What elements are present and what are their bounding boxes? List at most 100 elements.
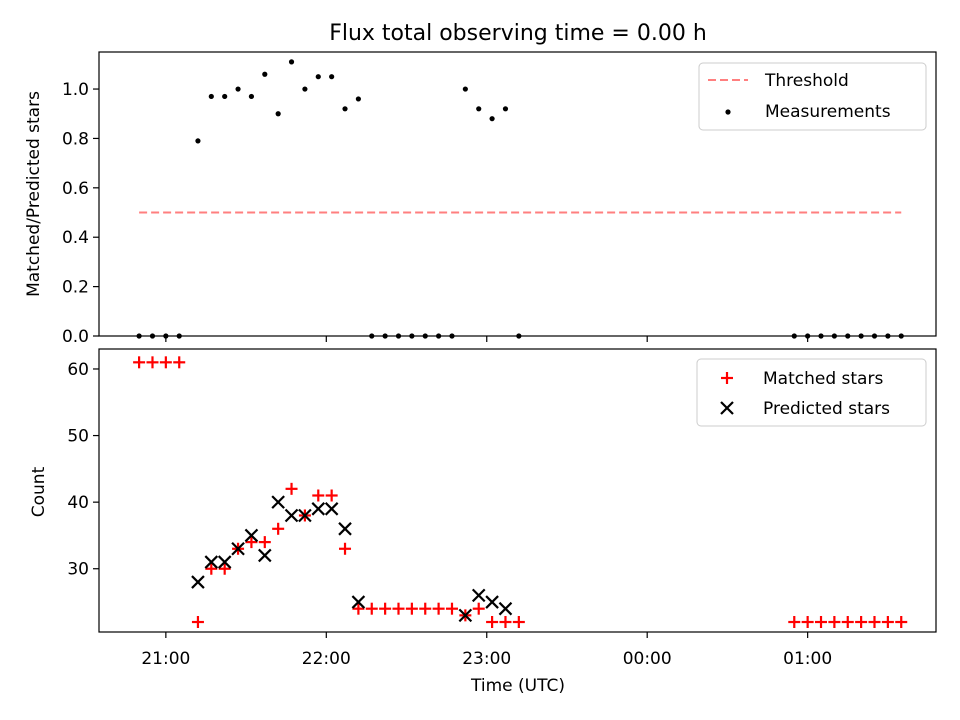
matched-point [881, 616, 894, 629]
y-tick-label: 0.8 [62, 129, 89, 149]
matched-point [285, 482, 298, 495]
matched-point [352, 602, 365, 615]
predicted-point [271, 495, 285, 509]
matched-point [445, 602, 458, 615]
matched-point [245, 536, 258, 549]
matched-point [218, 562, 231, 575]
matched-point [159, 356, 172, 369]
top-legend-box [698, 62, 927, 131]
measurement-point [248, 93, 255, 100]
x-tick-label: 23:00 [462, 649, 511, 669]
measurement-point [476, 106, 482, 112]
matched-point [841, 616, 854, 629]
matched-point [486, 616, 499, 629]
y-tick-label: 60 [67, 360, 89, 380]
matched-point [133, 356, 146, 369]
legend-measurements-swatch [725, 109, 731, 115]
predicted-point [244, 528, 259, 543]
matched-point [499, 616, 512, 629]
legend-predicted-swatch [720, 401, 734, 415]
predicted-point [231, 541, 245, 556]
matched-point [405, 602, 418, 615]
x-axis-label: Time (UTC) [470, 676, 565, 696]
predicted-point [338, 522, 352, 536]
y-tick-label: 1.0 [62, 80, 89, 100]
top-x-axis-ticks [165, 336, 809, 342]
matched-point [146, 356, 159, 369]
y-tick-label: 40 [67, 493, 89, 513]
measurement-point [208, 93, 214, 100]
measurement-point [195, 138, 201, 144]
chart-title: Flux total observing time = 0.00 h [329, 21, 707, 46]
matched-point [419, 602, 432, 615]
measurement-point [462, 86, 468, 92]
predicted-point [217, 555, 232, 569]
predicted-point [311, 502, 326, 516]
matched-point [272, 522, 285, 535]
matched-point [325, 489, 338, 502]
bottom-legend-box [696, 358, 927, 427]
matched-point [895, 616, 908, 629]
legend-matched-label: Matched stars [763, 369, 883, 389]
legend-measurements-label: Measurements [765, 102, 891, 122]
matched-point [512, 616, 525, 629]
x-tick-label: 21:00 [141, 649, 190, 669]
matched-point [801, 616, 814, 629]
top-y-axis-label: Matched/Predicted stars [24, 91, 44, 297]
matched-point [379, 602, 392, 615]
x-tick-label: 00:00 [623, 649, 672, 669]
matched-point [432, 602, 445, 615]
measurement-point [315, 74, 321, 80]
measurement-point [262, 71, 268, 77]
bottom-x-axis-ticks: 21:00 22:00 23:00 00:00 01:00 [141, 632, 832, 669]
matched-point [205, 562, 218, 575]
legend-matched-swatch [721, 372, 733, 384]
predicted-point [458, 608, 473, 623]
matched-point [258, 536, 271, 549]
measurement-point [302, 86, 308, 92]
predicted-point [284, 508, 299, 523]
predicted-point [471, 588, 486, 603]
predicted-point [191, 575, 205, 589]
bottom-legend: Matched stars Predicted stars [696, 358, 927, 427]
y-tick-label: 50 [67, 427, 89, 447]
measurement-point [342, 106, 348, 112]
measurement-point [222, 93, 228, 100]
matched-point [173, 356, 186, 369]
y-tick-label: 0.2 [62, 278, 89, 298]
measurement-point [275, 111, 281, 117]
top-legend: Threshold Measurements [698, 62, 927, 131]
matched-point [868, 616, 881, 629]
y-tick-label: 0.4 [62, 228, 89, 248]
x-tick-label: 01:00 [783, 649, 832, 669]
measurement-point [355, 96, 361, 102]
y-tick-label: 30 [67, 560, 89, 580]
predicted-point [498, 601, 513, 616]
bottom-y-axis-ticks: 30 40 50 60 [67, 360, 99, 580]
measurement-point [329, 74, 335, 80]
predicted-point [351, 595, 366, 609]
matched-point [472, 602, 485, 615]
matched-point [191, 616, 204, 629]
measurement-point [235, 86, 241, 92]
measurement-point [489, 116, 495, 122]
bottom-y-axis-label: Count [29, 466, 49, 517]
matched-series [133, 356, 908, 629]
predicted-point [298, 508, 312, 523]
matched-point [855, 616, 868, 629]
matched-point [365, 602, 378, 615]
predicted-point [204, 555, 219, 569]
measurement-point [288, 59, 295, 65]
matched-point [788, 616, 801, 629]
predicted-point [324, 502, 339, 516]
x-tick-label: 22:00 [302, 649, 351, 669]
measurement-point [502, 106, 509, 112]
top-y-axis-ticks: 0.0 0.2 0.4 0.6 0.8 1.0 [62, 80, 99, 347]
matched-point [828, 616, 841, 629]
predicted-point [485, 595, 499, 609]
top-panel: 0.0 0.2 0.4 0.6 0.8 1.0 Matched/Predicted sta… [24, 51, 937, 347]
legend-threshold-label: Threshold [764, 71, 849, 91]
predicted-point [258, 548, 272, 563]
top-plot-frame [98, 51, 937, 337]
